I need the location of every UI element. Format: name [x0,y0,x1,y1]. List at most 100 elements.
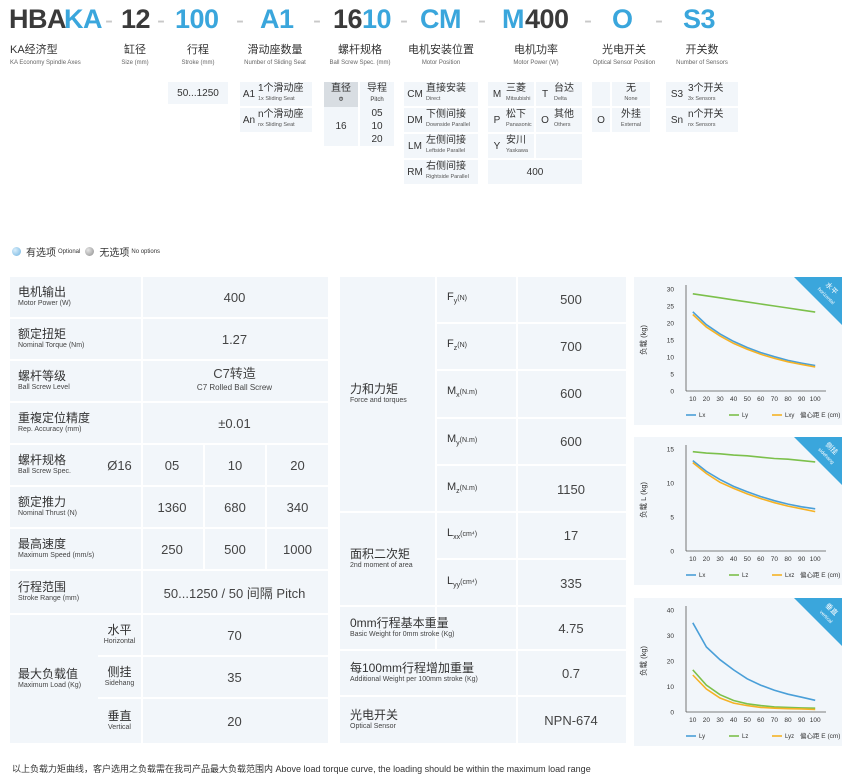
spec-table-left: 电机输出 Motor Power (W) 400 额定扭矩 Nominal Torq… [10,277,328,743]
y-tick-label: 15 [667,447,675,454]
series-line-lxz [692,461,816,513]
option-stroke: 50...1250 [168,82,228,104]
code-size: 12 [121,4,151,34]
x-tick-label: 90 [798,556,806,563]
x-tick-label: 100 [810,717,821,724]
code-hba: HBA [9,4,67,34]
series-line-lz [692,450,816,463]
code-dash: - [236,7,244,34]
option-motor-pos: CM 直接安装 Direct [404,82,478,106]
x-tick-label: 40 [730,396,738,403]
x-tick-label: 80 [784,556,792,563]
y-tick-label: 30 [667,633,675,640]
spec-subrow: Mz(N.m) 1150 [447,480,585,497]
series-line-ly [692,622,816,702]
x-tick-label: 20 [703,717,711,724]
y-tick-label: 10 [667,481,675,488]
series-line-lz [692,669,816,709]
y-tick-label: 30 [667,287,675,294]
option-motor-brand: Y 安川 Yaskawa [488,134,534,158]
x-tick-label: 70 [771,717,779,724]
x-tick-label: 60 [757,556,765,563]
y-tick-label: 10 [667,684,675,691]
spec-row: 光电开关 Optical Sensor NPN-674 [350,708,598,731]
col-header-screw: 螺杆规格 Ball Screw Spec. (mm) [329,44,391,66]
option-sensor-num: S3 3个开关 3x Sensors [666,82,738,106]
corner-badge [794,598,842,646]
legend-label: Lz [742,573,748,579]
code-dash: - [655,7,663,34]
y-axis-label: 负载 (kg) [638,645,648,676]
y-tick-label: 20 [667,659,675,666]
corner-badge [794,277,842,325]
legend-label: Ly [742,413,748,419]
x-tick-label: 20 [703,556,711,563]
load-chart-sidehang: 侧挂 sidehang 0 5 10 15 10 20 30 40 50 60 70 80 90 100 负载 … [634,437,842,585]
legend-label: Lx [699,573,705,579]
y-axis-label: 负载 L (kg) [638,482,648,518]
option-sensor-num: Sn n个开关 nx Sensors [666,108,738,132]
spec-subrow: Fy(N) 500 [437,277,626,325]
y-tick-label: 40 [667,608,675,615]
load-chart-horizontal: 水平 horizontal 0 5 10 15 20 25 30 10 20 30 40 50 60 70 80… [634,277,842,425]
option-motor-pos: RM 右侧间接 Rightside Parallel [404,160,478,184]
col-header-sensor-num: 开关数 Number of Sensors [676,44,728,66]
legend-label: Lyz [785,734,794,740]
x-axis-label: 偏心距 E (cm) [800,410,840,419]
spec-row-area: 面积二次矩 2nd moment of area Lxx(cm⁴) 17 Lyy(cm… [340,513,626,607]
x-axis-label: 偏心距 E (cm) [800,570,840,579]
code-sensor-pos: O [612,4,633,34]
x-tick-label: 50 [744,396,752,403]
x-tick-label: 20 [703,396,711,403]
option-sensor-pos-key [592,82,610,106]
x-tick-label: 60 [757,717,765,724]
x-tick-label: 50 [744,717,752,724]
x-tick-label: 10 [689,556,697,563]
x-tick-label: 10 [689,396,697,403]
code-seat: A1 [260,4,294,34]
spec-row: 电机输出 Motor Power (W) 400 [10,277,328,319]
x-tick-label: 60 [757,396,765,403]
x-tick-label: 50 [744,556,752,563]
series-line-lxy [692,313,816,368]
spec-subrow: Lyy(cm⁴) 335 [447,574,582,591]
corner-badge [794,437,842,485]
col-header-stroke: 行程 Stroke (mm) [181,44,215,66]
option-motor-brand: M 三菱 Mitsubishi [488,82,534,106]
option-motor-brand: O 其他 Others [536,108,582,132]
spec-row-load: 最大负载值 Maximum Load (Kg) 水平 Horizontal 70 侧… [10,615,328,743]
code-dia: 16 [333,4,363,34]
code-dash: - [584,7,592,34]
option-motor-pos: LM 左侧间接 Leftside Parallel [404,134,478,158]
y-tick-label: 5 [670,515,674,522]
series-line-ly [692,293,816,313]
x-axis-label: 偏心距 E (cm) [800,731,840,740]
spec-row: 行程范围 Stroke Range (mm) 50...1250 / 50 间隔 … [10,571,328,615]
code-dash: - [157,7,165,34]
col-header-seats: 滑动座数量 Number of Sliding Seat [244,44,306,66]
series-line-lx [692,459,816,510]
spec-row: 额定推力 Nominal Thrust (N) 1360 680 340 [10,487,328,529]
code-stroke: 100 [175,4,219,34]
spec-subrow: Lxx(cm⁴) 17 [437,513,626,560]
code-ka: KA [64,4,103,34]
code-dash: - [313,7,321,34]
code-motor-brand: M [502,4,525,34]
code-sensor-num: S3 [683,4,716,34]
x-tick-label: 30 [716,556,724,563]
option-motor-brand: T 台达 Delta [536,82,582,106]
spec-subrow: Mx(N.m) 600 [437,371,626,419]
code-dash: - [478,7,486,34]
series-line-lx [692,311,816,367]
spec-row-force: 力和力矩 Force and torques Fy(N) 500 Fz(N) 700 Mx… [340,277,626,513]
spec-table-mid: 力和力矩 Force and torques Fy(N) 500 Fz(N) 700 Mx… [340,277,626,743]
spec-row: 重複定位精度 Rep. Accuracy (mm) ±0.01 [10,403,328,445]
y-tick-label: 15 [667,338,675,345]
y-tick-label: 0 [670,710,674,717]
code-pitch: 10 [362,4,392,34]
spec-row: 最高速度 Maximum Speed (mm/s) 250 500 1000 [10,529,328,571]
option-motor-brand-empty [536,134,582,158]
x-tick-label: 40 [730,717,738,724]
legend-label: Lxy [785,413,794,419]
x-tick-label: 90 [798,396,806,403]
